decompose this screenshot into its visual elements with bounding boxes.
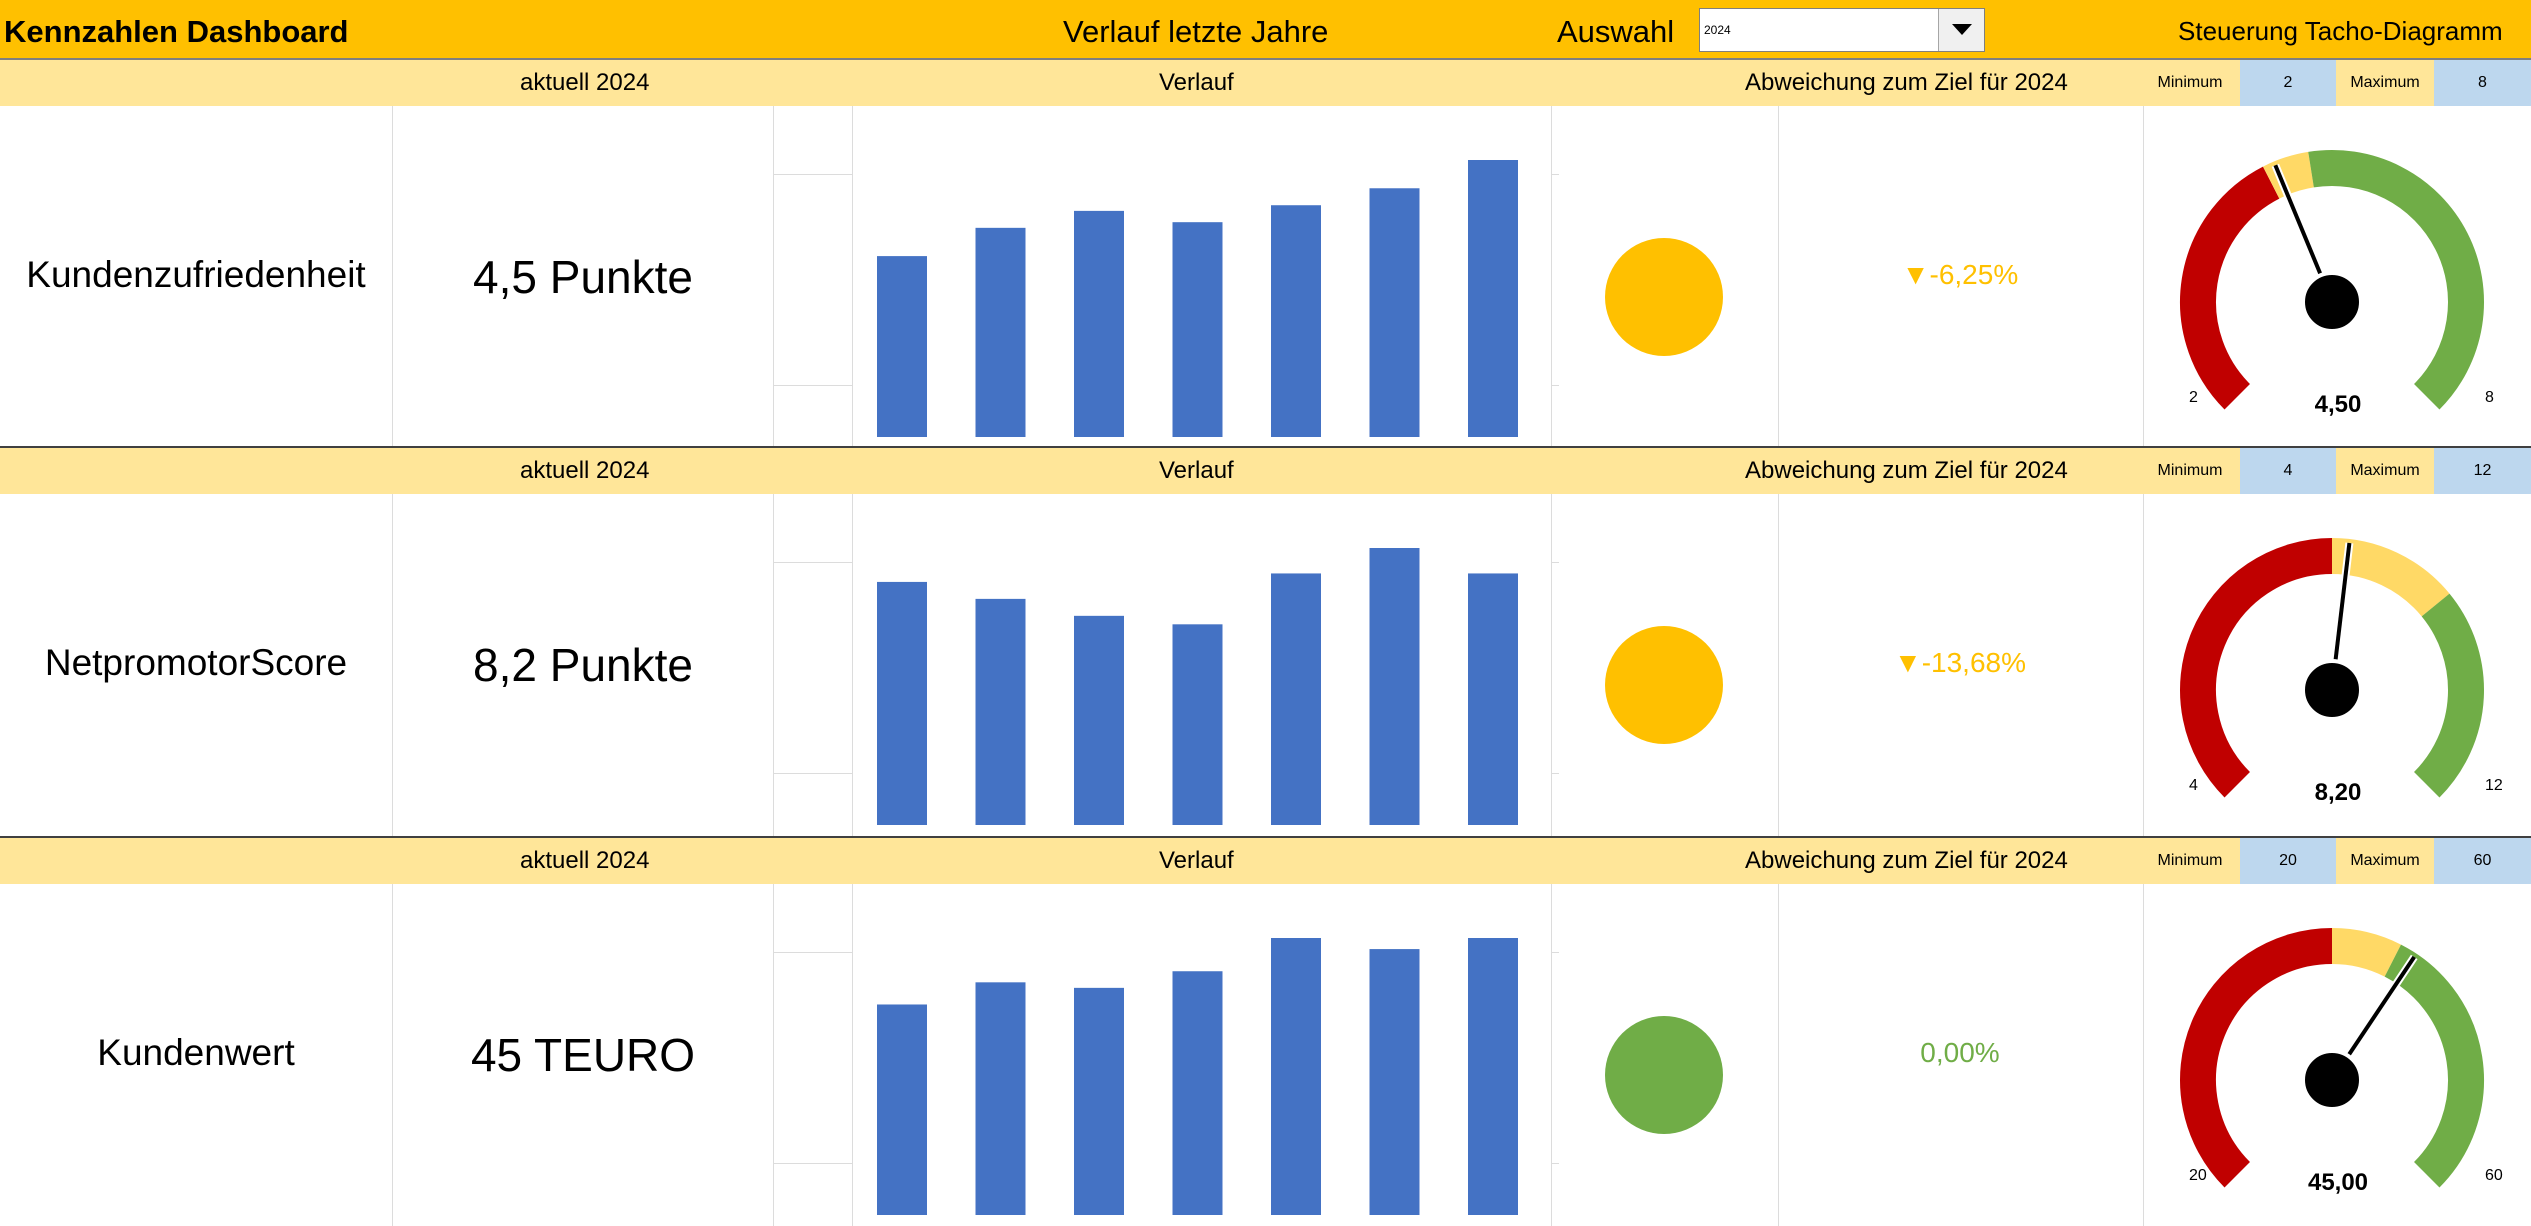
gauge-hub xyxy=(2301,271,2363,333)
maximum-input[interactable]: 8 xyxy=(2434,60,2531,106)
maximum-label: Maximum xyxy=(2350,74,2420,91)
deviation-value: 0,00% xyxy=(1920,1037,2000,1068)
kpi-value: 45 TEURO xyxy=(470,1029,696,1081)
trend-bar xyxy=(1074,987,1124,1215)
kpi-row-1: Kundenzufriedenheit 4,5 Punkte ▼-6,25% 2… xyxy=(0,106,2531,448)
trend-label: Verlauf xyxy=(1159,847,1234,874)
gauge-min-label: 2 xyxy=(2189,389,2198,406)
gauge-hub xyxy=(2301,1049,2363,1111)
trend-bar xyxy=(975,227,1026,437)
maximum-input[interactable]: 60 xyxy=(2434,838,2531,884)
trend-label: Verlauf xyxy=(1159,457,1234,484)
trend-label: Verlauf xyxy=(1159,69,1234,96)
current-label: aktuell 2024 xyxy=(520,69,650,96)
tacho-gauge: 2 84,50 xyxy=(2180,150,2494,418)
current-label: aktuell 2024 xyxy=(520,457,650,484)
trend-bar xyxy=(1369,548,1420,825)
kpi-1-subheader: aktuell 2024 Verlauf Abweichung zum Ziel… xyxy=(0,60,2531,106)
trend-bar xyxy=(1172,222,1223,437)
trend-bar xyxy=(1271,573,1321,825)
trend-bar xyxy=(1271,938,1321,1215)
row-separator xyxy=(0,836,2531,838)
trend-bar xyxy=(877,581,927,825)
status-light xyxy=(1605,238,1723,356)
current-label: aktuell 2024 xyxy=(520,847,650,874)
minimum-input[interactable]: 20 xyxy=(2240,838,2336,884)
gauge-green-zone xyxy=(2384,944,2484,1188)
gauge-control-title: Steuerung Tacho-Diagramm xyxy=(2178,16,2503,46)
gauge-green-zone xyxy=(2308,150,2484,410)
trend-bar xyxy=(975,598,1026,825)
kpi-3-subheader: aktuell 2024 Verlauf Abweichung zum Ziel… xyxy=(0,838,2531,884)
gauge-red-zone xyxy=(2180,928,2333,1188)
gauge-green-zone xyxy=(2413,593,2484,798)
trend-bar xyxy=(1074,210,1124,437)
gauge-max-label: 60 xyxy=(2485,1167,2503,1184)
gauge-value-label: 45,00 xyxy=(2308,1169,2368,1196)
row-separator xyxy=(0,446,2531,448)
trend-bar xyxy=(1369,188,1420,437)
gauge-hub xyxy=(2301,659,2363,721)
status-light xyxy=(1605,1016,1723,1134)
deviation-label: Abweichung zum Ziel für 2024 xyxy=(1745,847,2068,874)
year-dropdown-value: 2024 xyxy=(1704,23,1731,37)
gauge-value-label: 8,20 xyxy=(2315,779,2362,806)
deviation-label: Abweichung zum Ziel für 2024 xyxy=(1745,69,2068,96)
trend-bar xyxy=(1271,205,1321,437)
minimum-label: Minimum xyxy=(2157,462,2223,479)
trend-bar xyxy=(1172,624,1223,825)
minimum-input[interactable]: 4 xyxy=(2240,448,2336,494)
trend-bar xyxy=(877,256,927,437)
history-title: Verlauf letzte Jahre xyxy=(1063,14,1329,49)
trend-bar xyxy=(975,982,1026,1215)
trend-bar xyxy=(1468,938,1518,1215)
trend-bar xyxy=(877,1004,927,1215)
tacho-gauge: 20 60 45,00 xyxy=(2180,928,2503,1196)
deviation-value: ▼-13,68% xyxy=(1893,647,2026,678)
gauge-value-label: 4,50 xyxy=(2315,391,2362,418)
title-bar: Kennzahlen Dashboard Verlauf letzte Jahr… xyxy=(0,0,2531,60)
gauge-max-label: 12 xyxy=(2485,777,2503,794)
chevron-down-icon xyxy=(1952,24,1972,35)
year-dropdown[interactable]: 2024 xyxy=(1699,8,1985,52)
status-light xyxy=(1605,626,1723,744)
gauge-min-label: 4 xyxy=(2189,777,2198,794)
trend-bar xyxy=(1468,573,1518,825)
dropdown-arrow-button[interactable] xyxy=(1938,9,1984,51)
kpi-name: Kundenwert xyxy=(97,1032,295,1073)
gauge-min-label: 20 xyxy=(2189,1167,2207,1184)
kpi-name: NetpromotorScore xyxy=(44,642,348,683)
deviation-label: Abweichung zum Ziel für 2024 xyxy=(1745,457,2068,484)
gauge-max-label: 8 xyxy=(2485,389,2494,406)
dashboard-title: Kennzahlen Dashboard xyxy=(4,14,349,49)
gauge-yellow-zone xyxy=(2262,151,2315,199)
selection-label: Auswahl xyxy=(1557,14,1675,49)
tacho-gauge: 4 12 8,20 xyxy=(2180,538,2503,806)
deviation-value: ▼-6,25% xyxy=(1901,259,2019,290)
minimum-input[interactable]: 2 xyxy=(2240,60,2336,106)
trend-bar xyxy=(1468,160,1518,437)
kpi-name: Kundenzufriedenheit xyxy=(26,254,366,295)
trend-bar xyxy=(1172,971,1223,1215)
kpi-2-subheader: aktuell 2024 Verlauf Abweichung zum Ziel… xyxy=(0,448,2531,494)
kpi-value: 8,2 Punkte xyxy=(473,639,693,691)
trend-bar xyxy=(1369,949,1420,1215)
gauge-red-zone xyxy=(2180,166,2280,410)
minimum-label: Minimum xyxy=(2157,852,2223,869)
trend-bar xyxy=(1074,615,1124,825)
trend-bar-chart xyxy=(877,548,1518,825)
trend-bar-chart xyxy=(877,938,1518,1215)
maximum-label: Maximum xyxy=(2350,462,2420,479)
kpi-value: 4,5 Punkte xyxy=(473,251,693,303)
kpi-row-2: NetpromotorScore 8,2 Punkte ▼-13,68% 4 12… xyxy=(0,494,2531,836)
gauge-red-zone xyxy=(2180,538,2333,798)
minimum-label: Minimum xyxy=(2157,74,2223,91)
kpi-row-3: Kundenwert 45 TEURO 0,00% 20 60 45,00 xyxy=(0,884,2531,1226)
maximum-label: Maximum xyxy=(2350,852,2420,869)
trend-bar-chart xyxy=(877,160,1518,437)
maximum-input[interactable]: 12 xyxy=(2434,448,2531,494)
gauge-yellow-zone xyxy=(2331,928,2402,977)
